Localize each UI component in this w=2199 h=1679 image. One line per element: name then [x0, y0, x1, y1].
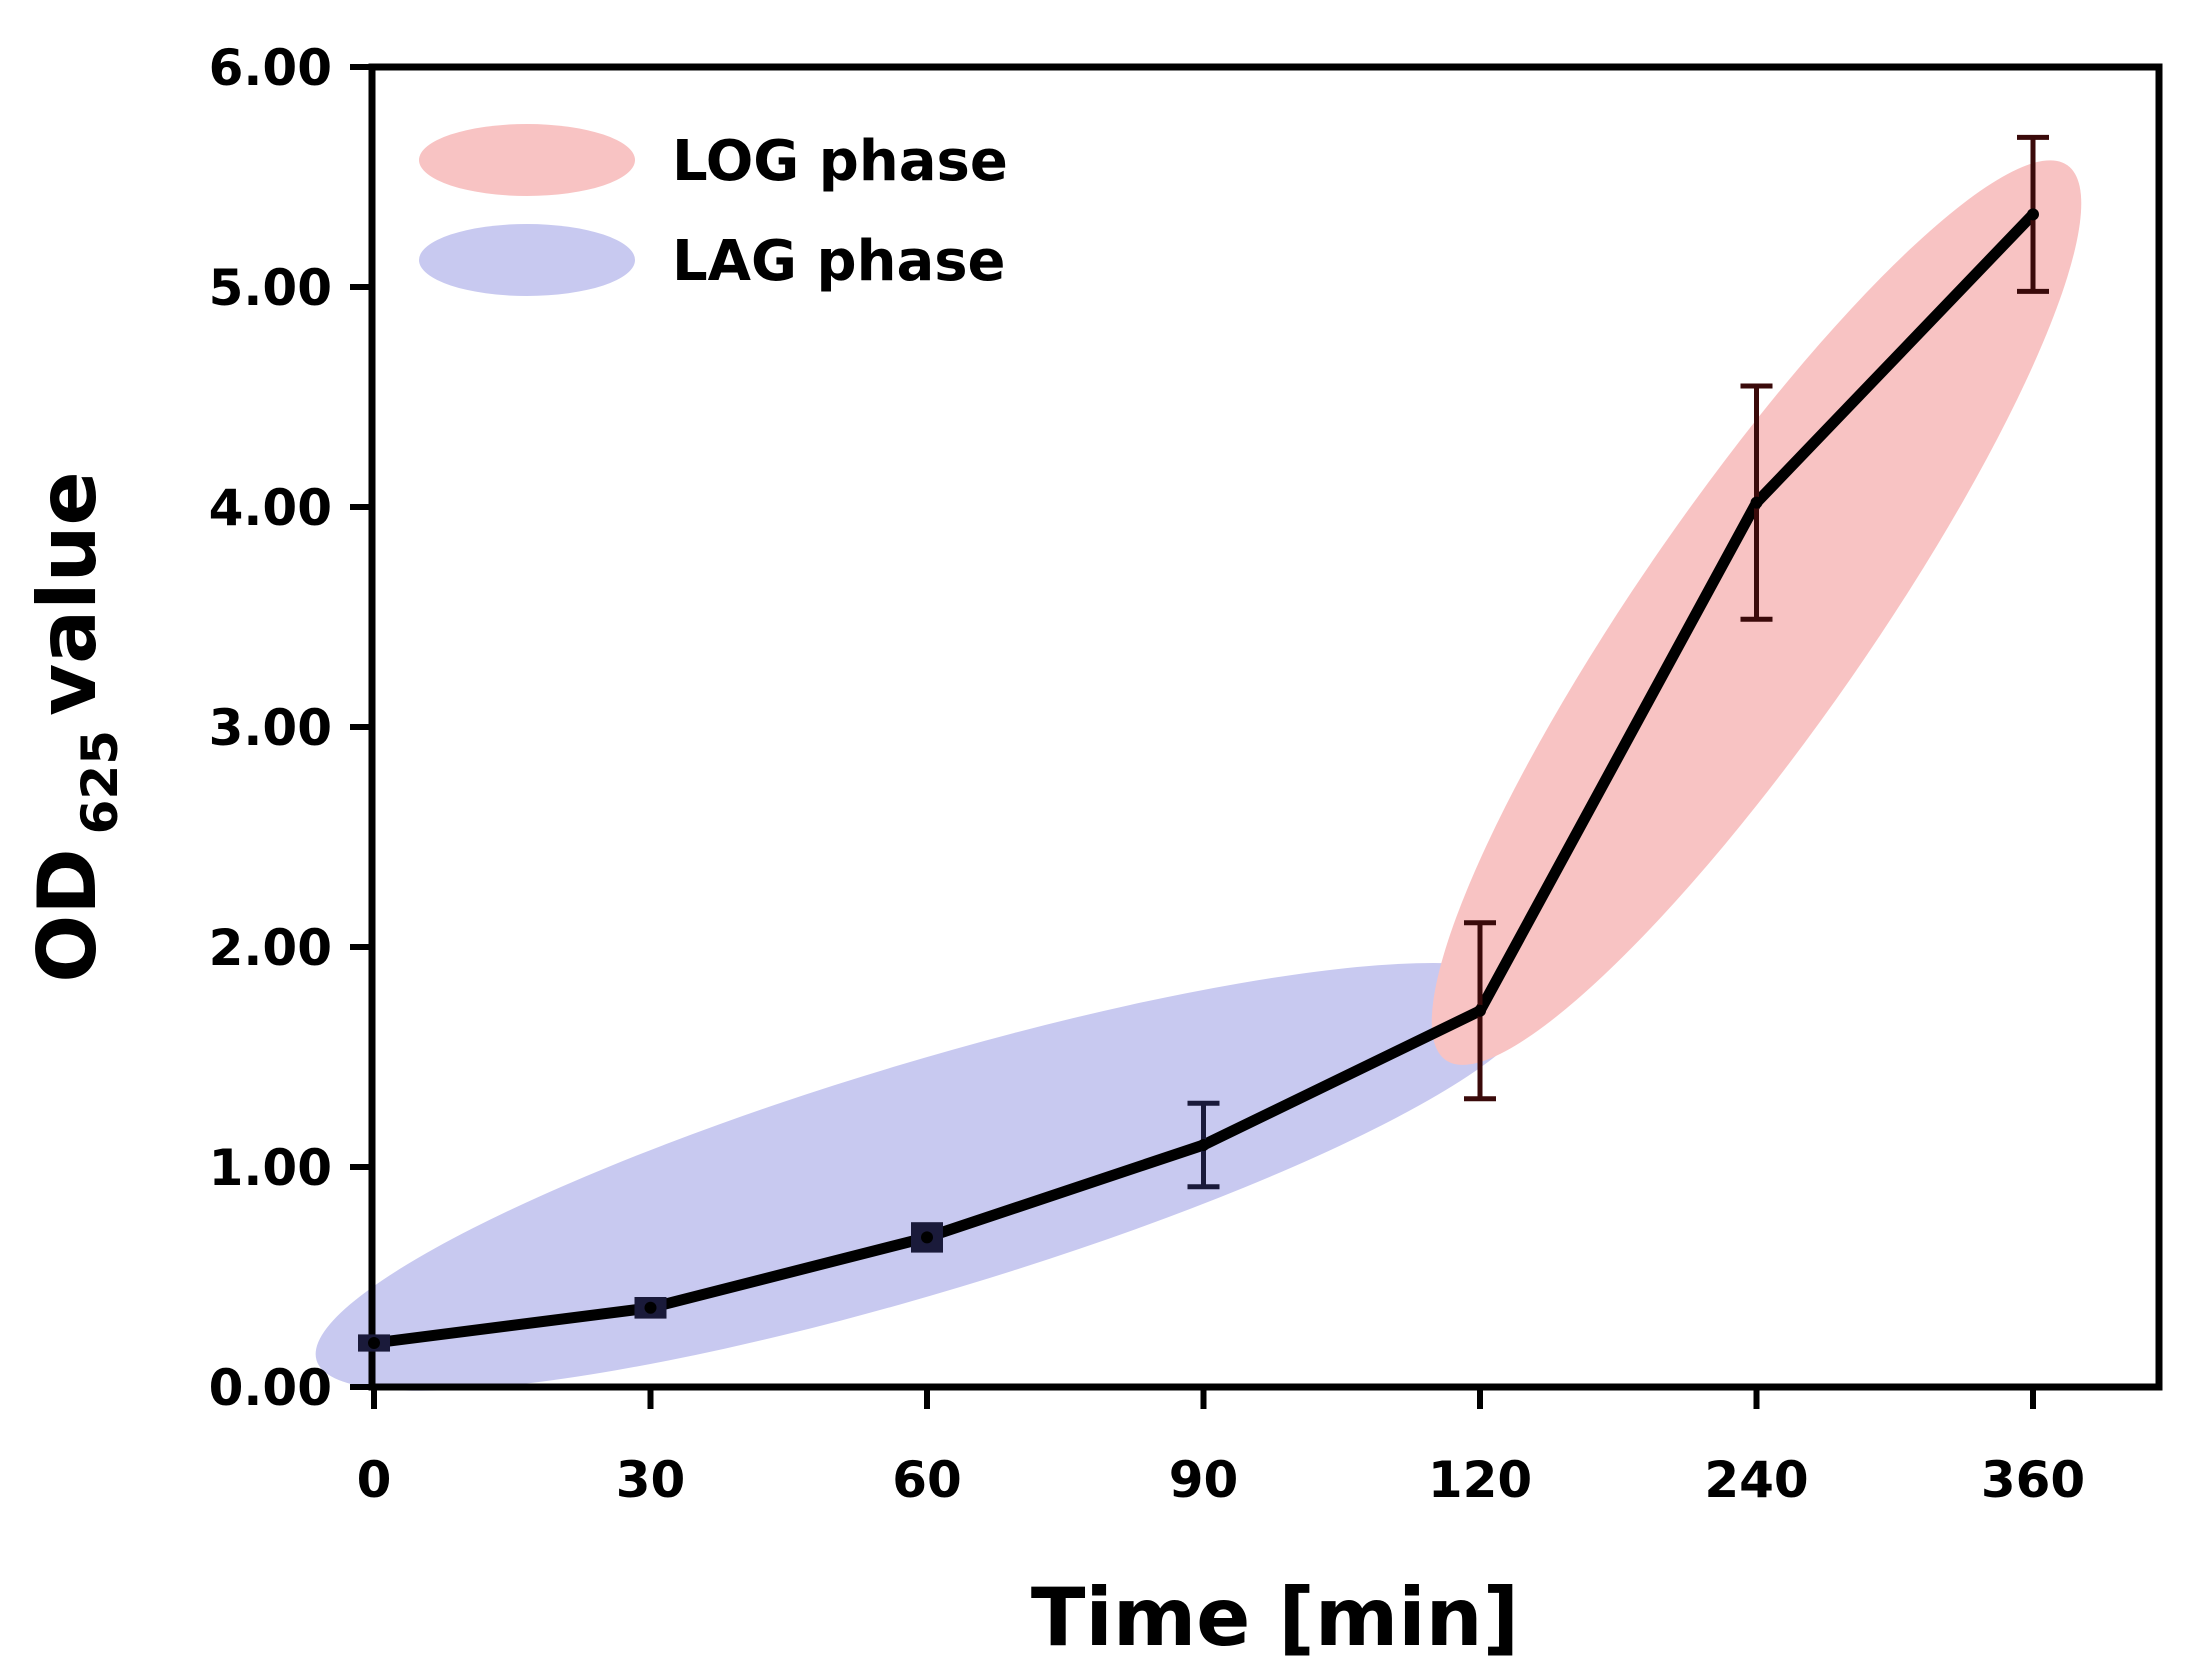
y-tick-label: 1.00 — [209, 1139, 332, 1197]
x-axis-ticks: 0 30 60 90 120 240 360 — [357, 1387, 2085, 1509]
y-tick-label: 3.00 — [209, 699, 332, 757]
phase-ellipse-lag-phase — [315, 963, 1539, 1391]
data-point — [1197, 1139, 1210, 1151]
x-tick-label: 120 — [1428, 1451, 1532, 1509]
x-axis-title: Time [min] — [1031, 1571, 1519, 1664]
x-tick-label: 30 — [616, 1451, 686, 1509]
phase-highlights — [315, 160, 2082, 1391]
series-od625 — [358, 134, 2049, 1352]
y-tick-label: 4.00 — [209, 479, 332, 537]
y-axis-title-suffix: value — [21, 471, 114, 716]
y-tick-label: 6.00 — [209, 39, 332, 97]
data-point — [1474, 1004, 1486, 1017]
y-axis-ticks: 0.00 1.00 2.00 3.00 4.00 5.00 6.00 — [209, 39, 372, 1417]
y-axis-title-prefix: OD — [21, 848, 114, 982]
y-axis-title: OD 625 value — [21, 471, 129, 983]
x-tick-label: 240 — [1704, 1451, 1808, 1509]
data-point — [368, 1337, 380, 1349]
legend-label: LOG phase — [672, 129, 1008, 194]
legend-swatch — [419, 124, 635, 196]
legend: LOG phase LAG phase — [419, 124, 1008, 296]
data-point — [2027, 208, 2039, 221]
data-point — [921, 1231, 933, 1244]
x-tick-label: 360 — [1981, 1451, 2085, 1509]
x-tick-label: 60 — [892, 1451, 962, 1509]
legend-label: LAG phase — [672, 229, 1006, 294]
data-point — [644, 1301, 657, 1314]
x-tick-label: 0 — [357, 1451, 392, 1509]
x-tick-label: 90 — [1169, 1451, 1239, 1509]
y-tick-label: 2.00 — [209, 919, 332, 977]
data-point — [1750, 496, 1763, 509]
y-axis-title-subscript: 625 — [71, 730, 129, 834]
y-tick-label: 5.00 — [209, 259, 332, 317]
y-tick-label: 0.00 — [209, 1359, 332, 1417]
legend-swatch — [419, 224, 635, 296]
